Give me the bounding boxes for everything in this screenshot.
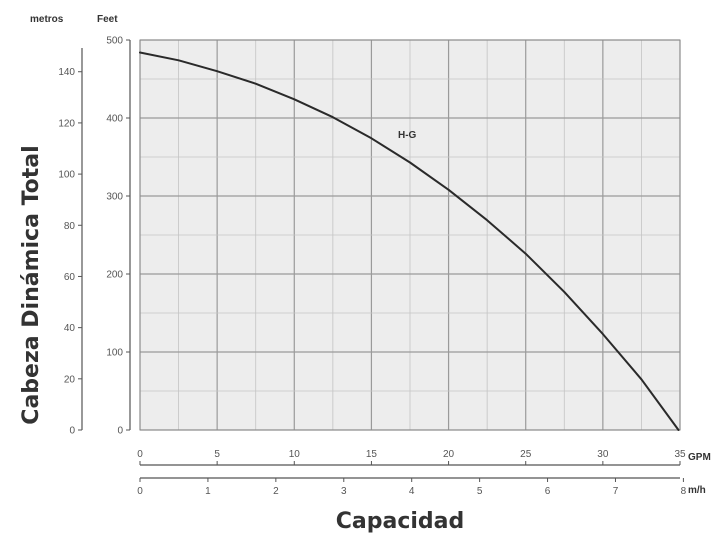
x-tick-gpm-label: 0 xyxy=(137,449,143,460)
x-tick-m3h-label: 0 xyxy=(137,486,143,497)
x-tick-m3h-label: 2 xyxy=(273,486,279,497)
y-tick-metros-label: 80 xyxy=(64,221,76,232)
x-tick-gpm-label: 30 xyxy=(597,449,609,460)
plot-frame xyxy=(139,39,681,431)
y-tick-metros-label: 20 xyxy=(64,374,76,385)
axes xyxy=(78,39,684,482)
y-tick-feet-label: 300 xyxy=(106,192,123,203)
y-tick-feet-label: 200 xyxy=(106,270,123,281)
y-tick-feet-label: 100 xyxy=(106,348,123,359)
y-tick-feet-label: 0 xyxy=(117,426,123,437)
data-point-h-g xyxy=(139,51,141,54)
y-tick-metros-label: 40 xyxy=(64,323,76,334)
x-unit-secondary-label: m/h xyxy=(688,485,706,496)
data-point-h-g xyxy=(332,116,334,119)
x-tick-gpm-label: 5 xyxy=(214,449,220,460)
y-tick-metros-label: 120 xyxy=(58,118,75,129)
x-unit-primary-label: GPM xyxy=(688,452,711,463)
data-point-h-g xyxy=(677,429,680,431)
x-tick-gpm-label: 25 xyxy=(520,449,532,460)
y-tick-feet-label: 500 xyxy=(106,36,123,47)
x-tick-gpm-label: 10 xyxy=(289,449,301,460)
y-tick-metros-label: 0 xyxy=(69,426,75,437)
series-layer xyxy=(139,51,680,431)
y-tick-metros-label: 60 xyxy=(64,272,76,283)
y-unit-left-label: metros xyxy=(30,14,64,25)
x-tick-gpm-label: 35 xyxy=(674,449,686,460)
x-tick-m3h-label: 1 xyxy=(205,486,211,497)
data-point-h-g xyxy=(409,161,411,164)
y-tick-feet-label: 400 xyxy=(106,114,123,125)
x-tick-m3h-label: 3 xyxy=(341,486,347,497)
y-tick-metros-label: 100 xyxy=(58,170,75,181)
x-tick-m3h-label: 5 xyxy=(477,486,483,497)
x-axis-title: Capacidad xyxy=(336,509,465,534)
data-point-h-g xyxy=(524,252,527,255)
y-tick-metros-label: 140 xyxy=(58,67,75,78)
series-label-h-g: H-G xyxy=(398,130,417,141)
data-point-h-g xyxy=(447,188,450,191)
x-tick-gpm-label: 15 xyxy=(366,449,378,460)
data-point-h-g xyxy=(370,137,373,140)
y-axis-title: Cabeza Dinámica Total xyxy=(19,145,44,424)
x-tick-gpm-label: 20 xyxy=(443,449,455,460)
data-point-h-g xyxy=(486,219,488,221)
data-point-h-g xyxy=(640,378,643,381)
data-point-h-g xyxy=(254,82,257,85)
y-unit-right-label: Feet xyxy=(97,14,118,25)
data-point-h-g xyxy=(293,98,296,101)
data-point-h-g xyxy=(216,70,218,72)
data-point-h-g xyxy=(177,59,180,62)
x-tick-m3h-label: 6 xyxy=(545,486,551,497)
data-point-h-g xyxy=(602,333,604,335)
x-tick-m3h-label: 4 xyxy=(409,486,415,497)
x-tick-m3h-label: 7 xyxy=(613,486,619,497)
x-tick-m3h-label: 8 xyxy=(681,486,687,497)
data-point-h-g xyxy=(563,291,566,293)
